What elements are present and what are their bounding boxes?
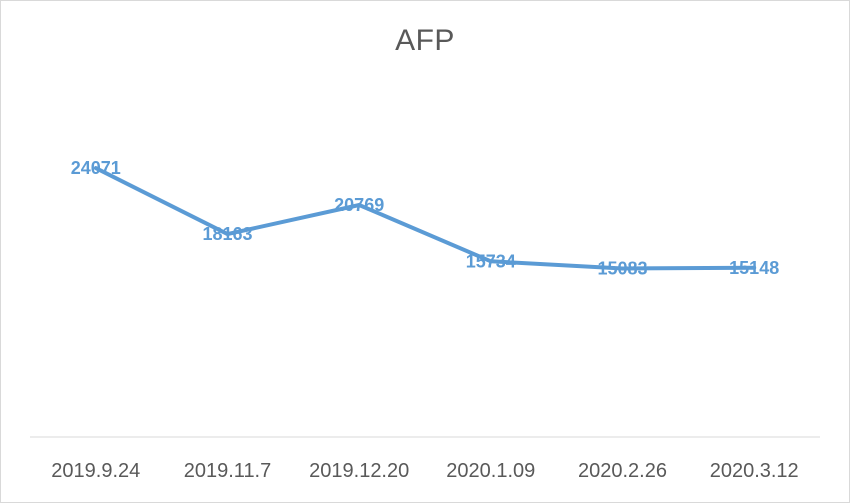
series-line xyxy=(93,166,757,271)
x-tick-label: 2019.12.20 xyxy=(309,460,409,482)
x-tick-label: 2019.9.24 xyxy=(51,460,140,482)
data-labels: 24071 18163 20769 15734 15083 15148 xyxy=(71,158,779,278)
x-tick-label: 2020.3.12 xyxy=(710,460,799,482)
data-label: 15083 xyxy=(597,259,647,279)
data-label: 24071 xyxy=(71,158,121,178)
tick-labels: 2019.9.24 2019.11.7 2019.12.20 2020.1.09 202… xyxy=(51,460,798,482)
data-label: 18163 xyxy=(202,224,252,244)
data-label: 15734 xyxy=(466,251,516,271)
x-tick-label: 2019.11.7 xyxy=(184,460,272,482)
chart-title: AFP xyxy=(395,24,455,57)
data-label: 20769 xyxy=(334,195,384,215)
x-tick-label: 2020.2.26 xyxy=(578,460,667,482)
x-tick-label: 2020.1.09 xyxy=(446,460,535,482)
data-label: 15148 xyxy=(729,258,779,278)
